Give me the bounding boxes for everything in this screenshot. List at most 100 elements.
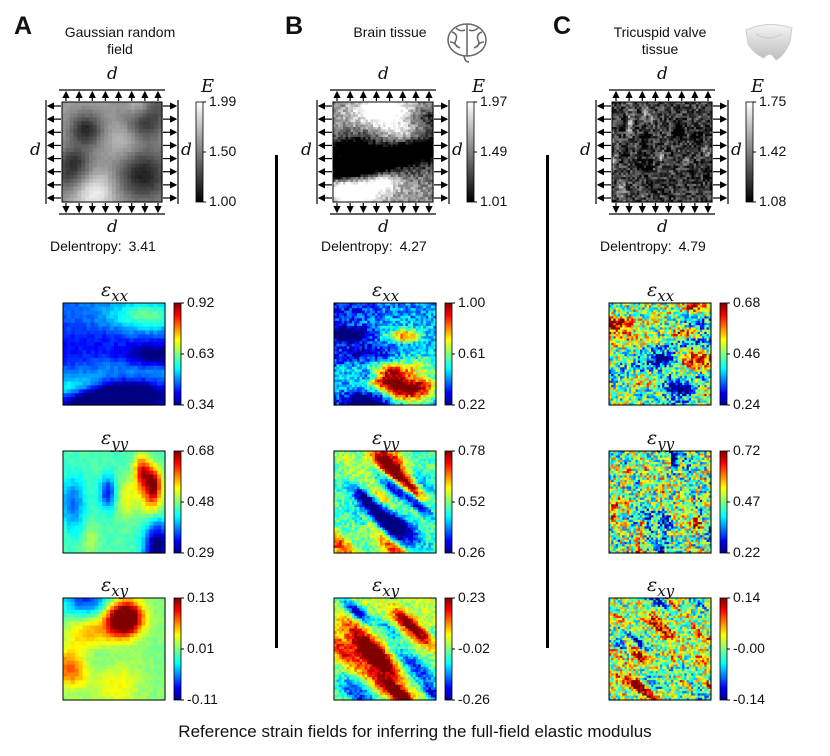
heatmap-cell <box>153 346 158 351</box>
heatmap-cell <box>637 152 640 155</box>
heatmap-cell <box>648 133 652 137</box>
heatmap-cell <box>350 124 354 128</box>
heatmap-cell <box>385 129 389 133</box>
heatmap-cell <box>696 156 699 160</box>
heatmap-cell <box>616 156 620 160</box>
heatmap-cell <box>650 177 654 180</box>
heatmap-cell <box>102 314 107 320</box>
heatmap-cell <box>115 171 121 176</box>
heatmap-cell <box>348 127 352 131</box>
heatmap-cell <box>655 138 659 142</box>
heatmap-cell <box>420 117 424 121</box>
heatmap-cell <box>65 109 71 115</box>
heatmap-cell <box>343 102 347 106</box>
heatmap-cell <box>388 157 392 161</box>
heatmap-cell <box>657 170 661 174</box>
heatmap-cell <box>696 108 699 112</box>
heatmap-cell <box>648 108 652 112</box>
heatmap-cell <box>395 187 399 191</box>
heatmap-cell <box>707 181 711 185</box>
heatmap-cell <box>98 303 103 308</box>
heatmap-cell <box>707 177 711 180</box>
heatmap-cell <box>66 357 72 363</box>
heatmap-cell <box>333 187 337 191</box>
heatmap-cell <box>707 131 711 135</box>
heatmap-cell <box>92 109 98 115</box>
heatmap-cell <box>410 149 414 153</box>
heatmap-cell <box>423 192 427 196</box>
heatmap-cell <box>388 187 392 191</box>
heatmap-cell <box>73 198 78 203</box>
heatmap-cell <box>108 178 113 184</box>
heatmap-cell <box>652 152 656 155</box>
heatmap-cell <box>702 163 706 167</box>
heatmap-cell <box>370 154 374 158</box>
heatmap-cell <box>698 117 702 121</box>
heatmap-cell <box>66 318 72 324</box>
heatmap-cell <box>115 198 121 203</box>
heatmap-cell <box>390 137 394 141</box>
heatmap-cell <box>408 132 412 136</box>
heatmap-cell <box>415 199 419 203</box>
heatmap-cell <box>698 181 702 185</box>
heatmap-cell <box>78 354 84 359</box>
heatmap-cell <box>632 113 636 117</box>
heatmap-cell <box>78 357 84 363</box>
heatmap-cell <box>632 106 636 110</box>
heatmap-cell <box>623 111 627 114</box>
heatmap-cell <box>415 139 419 143</box>
heatmap-cell <box>420 164 424 168</box>
heatmap-cell <box>129 377 135 383</box>
heatmap-cell <box>709 113 713 117</box>
heatmap-cell <box>348 192 352 196</box>
heatmap-cell <box>614 133 618 137</box>
heatmap-cell <box>682 147 686 151</box>
heatmap-cell <box>108 186 113 192</box>
dim-label-left: d <box>301 140 312 160</box>
heatmap-cell <box>390 184 394 188</box>
heatmap-cell <box>691 195 695 199</box>
heatmap-cell <box>698 199 702 203</box>
heatmap-cell <box>373 134 377 138</box>
heatmap-cell <box>395 129 399 133</box>
heatmap-cell <box>700 124 704 128</box>
heatmap-cell <box>378 197 382 201</box>
heatmap-cell <box>135 113 140 118</box>
heatmap-cell <box>96 163 102 168</box>
heatmap-cell <box>700 174 704 178</box>
heatmap-cell <box>345 179 349 183</box>
heatmap-cell <box>637 120 640 124</box>
heatmap-cell <box>158 113 163 118</box>
heatmap-cell <box>691 127 695 130</box>
heatmap-cell <box>158 144 163 149</box>
heatmap-cell <box>92 128 98 134</box>
heatmap-cell <box>69 144 75 149</box>
heatmap-cell <box>662 127 665 130</box>
heatmap-cell <box>370 114 374 118</box>
heatmap-cell <box>666 163 670 167</box>
heatmap-cell <box>380 142 384 146</box>
heatmap-cell <box>687 177 690 180</box>
heatmap-cell <box>368 142 372 146</box>
heatmap-cell <box>340 194 344 198</box>
heatmap-cell <box>684 117 688 121</box>
heatmap-cell <box>343 169 347 173</box>
heatmap-cell <box>338 174 342 178</box>
heatmap-cell <box>398 139 402 143</box>
heatmap-cell <box>69 113 75 118</box>
heatmap-cell <box>393 144 397 148</box>
heatmap-cell <box>650 152 654 155</box>
heatmap-cell <box>395 147 399 151</box>
heatmap-cell <box>680 108 684 112</box>
heatmap-cell <box>119 194 125 199</box>
heatmap-cell <box>428 187 432 191</box>
heatmap-cell <box>675 140 679 144</box>
heatmap-cell <box>709 117 713 121</box>
heatmap-cell <box>639 106 643 110</box>
heatmap-cell <box>395 157 399 161</box>
heatmap-cell <box>149 365 154 371</box>
heatmap-cell <box>370 177 374 181</box>
heatmap-cell <box>340 109 344 113</box>
heatmap-cell <box>158 128 163 134</box>
heatmap-cell <box>393 137 397 141</box>
